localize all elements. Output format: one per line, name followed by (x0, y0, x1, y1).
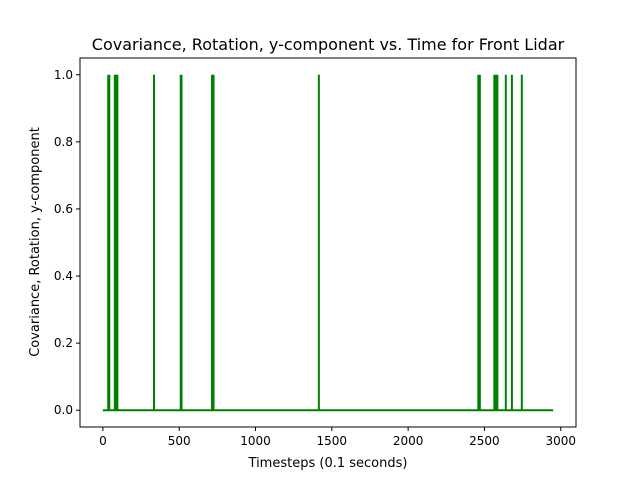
x-axis-label: Timesteps (0.1 seconds) (248, 456, 408, 471)
chart-title: Covariance, Rotation, y-component vs. Ti… (92, 35, 565, 54)
y-tick-label: 0.0 (54, 403, 73, 417)
y-tick-label: 1.0 (54, 68, 73, 82)
y-tick-label: 0.6 (54, 202, 73, 216)
series-line-1 (102, 74, 554, 412)
x-tick-label: 3000 (545, 434, 576, 448)
y-axis: 0.0 0.2 0.4 0.6 0.8 1.0 (54, 68, 80, 417)
x-tick-label: 2000 (393, 434, 424, 448)
x-tick-label: 500 (168, 434, 191, 448)
y-tick-label: 0.2 (54, 336, 73, 350)
y-tick-label: 0.8 (54, 135, 73, 149)
x-tick-label: 2500 (469, 434, 500, 448)
y-axis-label: Covariance, Rotation, y-component (28, 127, 43, 357)
x-tick-label: 1500 (317, 434, 348, 448)
x-tick-label: 1000 (240, 434, 271, 448)
x-axis: 0 500 1000 1500 2000 2500 3000 (99, 427, 576, 448)
axes-frame (79, 57, 577, 428)
x-tick-label: 0 (99, 434, 107, 448)
plot-area (79, 57, 577, 428)
y-tick-label: 0.4 (54, 269, 73, 283)
